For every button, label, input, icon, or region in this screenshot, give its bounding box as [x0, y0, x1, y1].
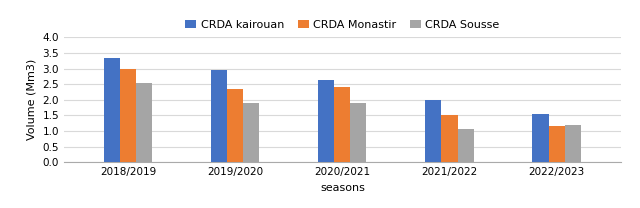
Bar — [334, 87, 351, 162]
Legend: CRDA kairouan, CRDA Monastir, CRDA Sousse: CRDA kairouan, CRDA Monastir, CRDA Souss… — [181, 16, 504, 35]
Bar — [318, 79, 334, 162]
Bar — [351, 103, 367, 162]
Bar — [136, 83, 152, 162]
Bar — [227, 89, 243, 162]
Y-axis label: Volume (Mm3): Volume (Mm3) — [27, 59, 37, 140]
Bar — [548, 126, 564, 162]
Bar — [211, 70, 227, 162]
Bar — [104, 58, 120, 162]
X-axis label: seasons: seasons — [320, 183, 365, 193]
Bar — [243, 103, 259, 162]
Bar — [564, 125, 580, 162]
Bar — [442, 115, 458, 162]
Bar — [426, 100, 442, 162]
Bar — [458, 129, 474, 162]
Bar — [120, 69, 136, 162]
Bar — [532, 114, 548, 162]
